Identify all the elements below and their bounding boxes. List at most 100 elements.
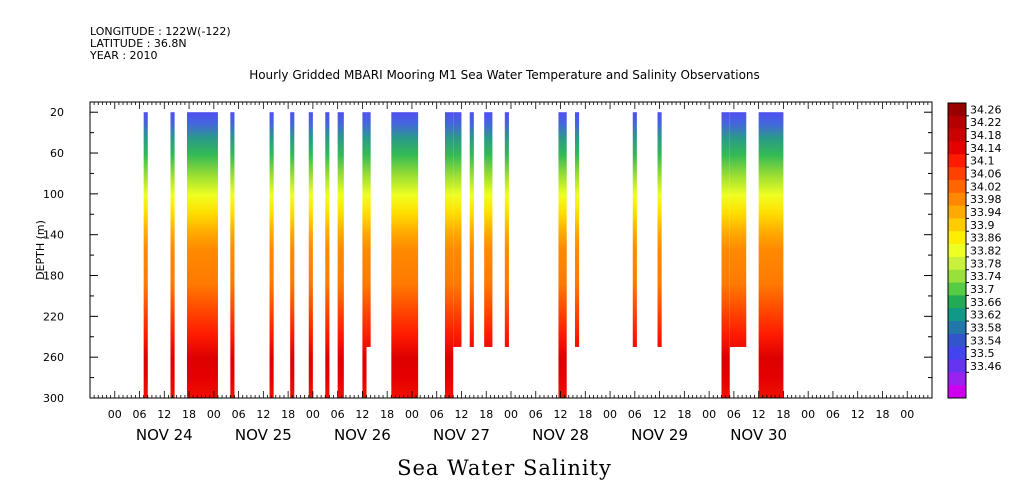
x-tick-label: 12 bbox=[256, 408, 270, 421]
data-column bbox=[657, 112, 662, 347]
x-tick-label: 00 bbox=[603, 408, 617, 421]
x-tick-label: 06 bbox=[133, 408, 147, 421]
colorbar-label: 33.58 bbox=[970, 321, 1002, 334]
colorbar-label: 33.94 bbox=[970, 206, 1002, 219]
colorbar-label: 34.02 bbox=[970, 180, 1002, 193]
colorbar-layer: 34.2634.2234.1834.1434.134.0634.0233.983… bbox=[947, 102, 1002, 399]
colorbar-swatch bbox=[948, 179, 966, 194]
data-column bbox=[325, 112, 330, 398]
x-tick-label: 18 bbox=[776, 408, 790, 421]
y-tick-label: 60 bbox=[50, 147, 64, 160]
x-tick-label: 00 bbox=[702, 408, 716, 421]
y-tick-label: 180 bbox=[43, 270, 64, 283]
x-tick-label: 06 bbox=[331, 408, 345, 421]
x-tick-label: 06 bbox=[826, 408, 840, 421]
x-tick-label: 00 bbox=[306, 408, 320, 421]
colorbar-swatch bbox=[948, 385, 966, 399]
colorbar-label: 34.22 bbox=[970, 116, 1002, 129]
data-column bbox=[469, 112, 474, 347]
data-column bbox=[308, 112, 313, 398]
data-column bbox=[729, 112, 747, 347]
colorbar-swatch bbox=[948, 308, 966, 322]
x-day-label: NOV 30 bbox=[730, 426, 787, 444]
colorbar-swatch bbox=[948, 282, 966, 296]
colorbar-swatch bbox=[948, 167, 966, 181]
colorbar-swatch bbox=[948, 295, 966, 309]
y-tick-label: 20 bbox=[50, 106, 64, 119]
chart-title: Hourly Gridded MBARI Mooring M1 Sea Wate… bbox=[249, 68, 760, 82]
x-tick-label: 18 bbox=[578, 408, 592, 421]
data-column bbox=[721, 112, 730, 398]
data-column bbox=[758, 112, 784, 398]
colorbar-swatch bbox=[948, 103, 966, 117]
x-tick-label: 06 bbox=[628, 408, 642, 421]
data-column bbox=[453, 112, 462, 347]
x-day-label: NOV 26 bbox=[334, 426, 391, 444]
axes-layer: 20 60 100 140 180 220 260 300 DEPTH (m) 00 06 12 18 0… bbox=[34, 101, 933, 444]
colorbar-swatch bbox=[948, 372, 966, 386]
colorbar-label: 33.86 bbox=[970, 232, 1002, 245]
x-tick-label: 12 bbox=[653, 408, 667, 421]
x-tick-label: 12 bbox=[752, 408, 766, 421]
data-column bbox=[170, 112, 175, 398]
colorbar-swatch bbox=[948, 346, 966, 361]
colorbar-swatch bbox=[948, 231, 966, 245]
data-column bbox=[269, 112, 274, 398]
colorbar-swatch bbox=[948, 218, 966, 232]
colorbar-label: 34.18 bbox=[970, 129, 1002, 142]
x-tick-label: 06 bbox=[430, 408, 444, 421]
data-column bbox=[484, 112, 493, 347]
data-column bbox=[337, 112, 344, 398]
x-tick-label: 12 bbox=[454, 408, 468, 421]
data-column bbox=[391, 112, 419, 398]
data-column bbox=[186, 112, 218, 398]
x-day-label: NOV 24 bbox=[136, 426, 193, 444]
colorbar-label: 33.98 bbox=[970, 193, 1002, 206]
x-tick-label: 00 bbox=[405, 408, 419, 421]
x-tick-label: 18 bbox=[479, 408, 493, 421]
x-tick-label: 12 bbox=[554, 408, 568, 421]
data-column bbox=[558, 112, 567, 398]
colorbar-swatch bbox=[948, 154, 966, 168]
colorbar-label: 33.5 bbox=[970, 347, 995, 360]
colorbar-swatch bbox=[948, 359, 966, 373]
colorbar-swatch bbox=[948, 333, 966, 348]
x-day-label: NOV 27 bbox=[433, 426, 490, 444]
colorbar-swatch bbox=[948, 256, 966, 271]
x-tick-label: 12 bbox=[355, 408, 369, 421]
colorbar-swatch bbox=[948, 269, 966, 284]
bottom-title: Sea Water Salinity bbox=[397, 456, 612, 480]
x-day-label: NOV 29 bbox=[631, 426, 688, 444]
data-column bbox=[366, 112, 371, 347]
colorbar-label: 33.54 bbox=[970, 334, 1002, 347]
colorbar-label: 33.66 bbox=[970, 296, 1002, 309]
latitude-label: LATITUDE : 36.8N bbox=[90, 37, 187, 50]
x-tick-label: 18 bbox=[182, 408, 196, 421]
colorbar-label: 33.7 bbox=[970, 283, 995, 296]
x-tick-label: 18 bbox=[380, 408, 394, 421]
x-tick-label: 00 bbox=[207, 408, 221, 421]
colorbar-swatch bbox=[948, 244, 966, 258]
x-tick-label: 06 bbox=[529, 408, 543, 421]
y-tick-label: 220 bbox=[43, 310, 64, 323]
x-tick-label: 18 bbox=[875, 408, 889, 421]
data-column bbox=[632, 112, 637, 347]
x-tick-label: 00 bbox=[900, 408, 914, 421]
data-layer bbox=[143, 112, 784, 398]
data-column bbox=[444, 112, 454, 398]
y-tick-label: 100 bbox=[43, 188, 64, 201]
x-tick-label: 06 bbox=[727, 408, 741, 421]
colorbar-label: 34.26 bbox=[970, 103, 1002, 116]
x-tick-label: 06 bbox=[232, 408, 246, 421]
colorbar-label: 33.9 bbox=[970, 219, 995, 232]
year-label: YEAR : 2010 bbox=[90, 49, 158, 62]
data-column bbox=[290, 112, 295, 398]
colorbar-swatch bbox=[948, 205, 966, 219]
x-tick-label: 00 bbox=[504, 408, 518, 421]
colorbar-label: 34.1 bbox=[970, 155, 995, 168]
colorbar-swatch bbox=[948, 128, 966, 142]
colorbar-label: 33.46 bbox=[970, 360, 1002, 373]
colorbar-swatch bbox=[948, 141, 966, 155]
data-column bbox=[574, 112, 580, 347]
colorbar-label: 34.06 bbox=[970, 168, 1002, 181]
